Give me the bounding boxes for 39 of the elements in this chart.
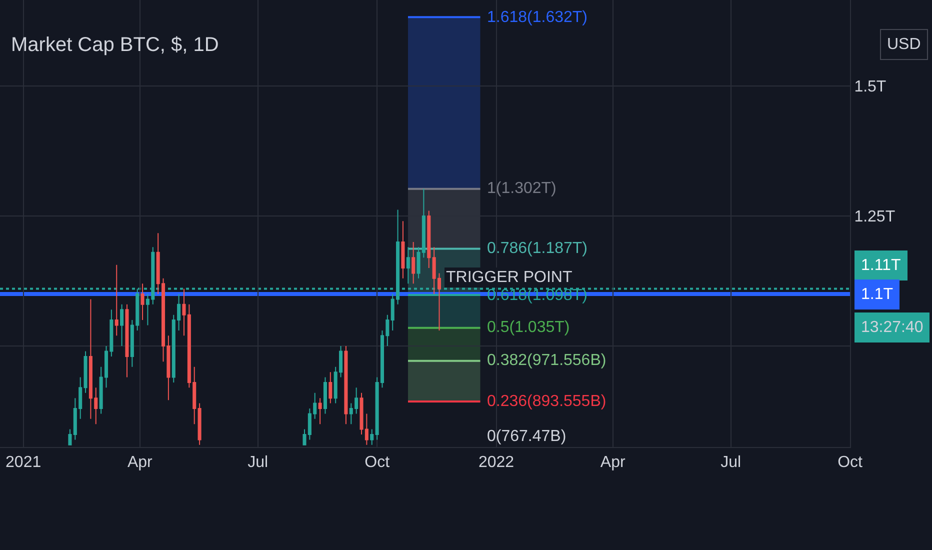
candlestick: [125, 304, 129, 378]
text: Market Cap BTC, $, 1D: [11, 34, 219, 56]
annotation: TRIGGER POINT: [446, 269, 572, 286]
candlestick: [370, 428, 374, 446]
candlestick: [114, 264, 118, 336]
candlestick: [406, 246, 410, 284]
ref-line-label: 0.5(1.035T): [487, 319, 570, 336]
x-tick-label: Oct: [838, 454, 863, 472]
candlestick: [84, 350, 88, 394]
ref-line-label: 1(1.302T): [487, 180, 556, 197]
x-tick-label: 2021: [6, 454, 42, 472]
y-tick-label: 1.5T: [854, 78, 886, 96]
candlestick: [344, 346, 348, 425]
ref-line-label: 0.786(1.187T): [487, 240, 588, 257]
x-tick-label: Oct: [364, 454, 390, 472]
annotation: 0(767.47B): [487, 428, 566, 445]
candlestick: [412, 241, 416, 284]
candlestick: [328, 372, 332, 404]
candlestick: [401, 220, 405, 279]
ref-line-label: 1.618(1.632T): [487, 9, 588, 26]
ref-line-label: 0.236(893.555B): [487, 393, 606, 410]
candlestick: [198, 402, 202, 446]
text: 13:27:40: [861, 319, 924, 336]
x-tick-label: Jul: [720, 454, 742, 472]
ref-line-label: 1.1T: [861, 286, 894, 303]
x-tick-label: Apr: [127, 454, 154, 472]
ref-line-label: 0.382(971.556B): [487, 352, 606, 369]
text: USD: [887, 36, 921, 53]
x-tick-label: Jul: [248, 454, 268, 472]
candlestick: [318, 398, 322, 425]
x-tick-label: Apr: [600, 454, 626, 472]
candlestick: [140, 283, 144, 321]
ref-line-label: 1.11T: [861, 257, 901, 274]
candlestick: [427, 210, 431, 268]
y-tick-label: 1.25T: [854, 208, 896, 226]
x-tick-label: 2022: [478, 454, 514, 472]
candlestick: [323, 376, 327, 414]
candlestick: [120, 304, 124, 347]
candlestick: [68, 428, 72, 446]
